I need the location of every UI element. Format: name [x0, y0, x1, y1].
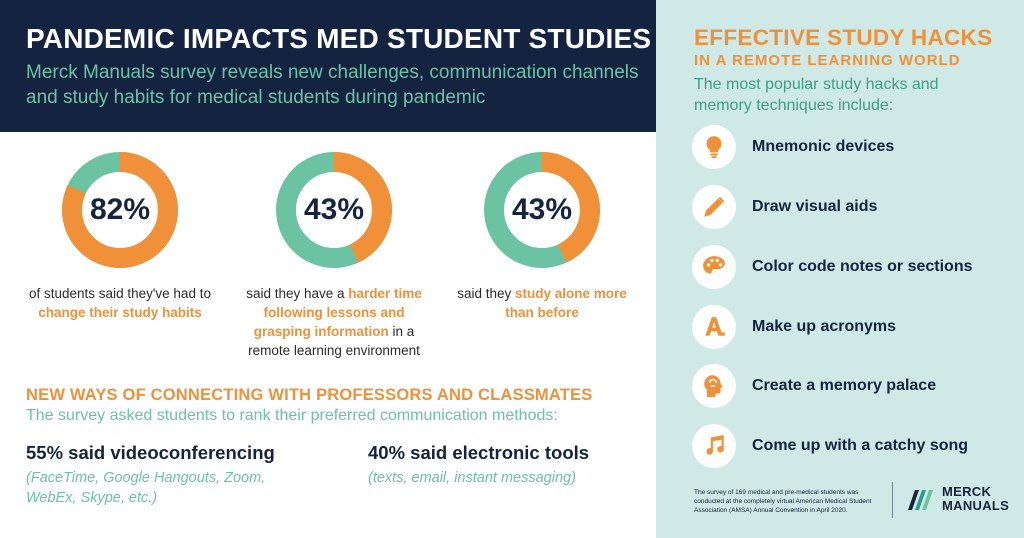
logo-line2: MANUALS: [942, 498, 1010, 513]
stat-text-post: in a remote learning environment: [248, 324, 420, 358]
donut-ring: [62, 152, 178, 268]
stat-study-alone: 43% said they study alone more than befo…: [442, 150, 642, 322]
survey-footnote: The survey of 169 medical and pre-medica…: [694, 489, 872, 514]
donut-arc: [484, 152, 600, 268]
stat-text-pre: said they: [457, 286, 515, 301]
letter-a-icon: [692, 305, 736, 349]
stat-change-habits: 82% of students said they've had to chan…: [20, 150, 220, 322]
stat-description: of students said they've had to change t…: [20, 284, 220, 322]
lightbulb-icon: [692, 125, 736, 169]
method-label: 55% said videoconferencing: [26, 442, 275, 463]
hack-label: Come up with a catchy song: [752, 437, 969, 454]
donut-chart: 82%: [60, 150, 180, 270]
hack-label: Color code notes or sections: [752, 258, 973, 275]
stat-text-highlight: change their study habits: [38, 305, 202, 320]
hack-item-acronyms: Make up acronyms: [692, 305, 896, 349]
method-detail: (FaceTime, Google Hangouts, Zoom, WebEx,…: [26, 468, 275, 508]
method-detail: (texts, email, instant messaging): [368, 468, 589, 488]
stat-text-highlight: study alone more than before: [505, 286, 627, 320]
method-detail-line: (texts, email, instant messaging): [368, 470, 576, 486]
hack-label: Mnemonic devices: [752, 138, 895, 155]
hack-item-catchy-song: Come up with a catchy song: [692, 424, 968, 468]
hack-item-memory-palace: Create a memory palace: [692, 364, 936, 408]
hack-label: Make up acronyms: [752, 318, 897, 335]
donut-arc: [276, 152, 392, 268]
music-note-icon: [692, 424, 736, 468]
stat-text-pre: of students said they've had to: [29, 286, 211, 301]
page-subtitle: Merck Manuals survey reveals new challen…: [26, 62, 639, 108]
merck-logo-mark-icon: [906, 484, 936, 514]
logo-line1: MERCK: [942, 484, 992, 499]
method-electronic-tools: 40% said electronic tools (texts, email,…: [368, 442, 589, 488]
footer-divider: [892, 482, 893, 518]
connect-subheading: The survey asked students to rank their …: [26, 407, 558, 424]
left-panel: PANDEMIC IMPACTS MED STUDENT STUDIES Mer…: [0, 0, 656, 508]
stat-description: said they have a harder time following l…: [234, 284, 434, 360]
palette-icon: [692, 245, 736, 289]
hacks-title-secondary: IN A REMOTE LEARNING WORLD: [694, 52, 961, 69]
donut-chart: 43%: [274, 150, 394, 270]
hack-label: Create a memory palace: [752, 377, 937, 394]
stat-value: 43%: [511, 193, 573, 226]
merck-manuals-logo: MERCK MANUALS: [906, 484, 1009, 514]
method-videoconferencing: 55% said videoconferencing (FaceTime, Go…: [26, 442, 275, 508]
method-detail-line: (FaceTime, Google Hangouts, Zoom,: [26, 470, 266, 486]
page-title: PANDEMIC IMPACTS MED STUDENT STUDIES: [26, 23, 652, 54]
connect-heading: NEW WAYS OF CONNECTING WITH PROFESSORS A…: [26, 386, 593, 404]
donut-ring: [484, 152, 600, 268]
pencil-icon: [692, 185, 736, 229]
hack-label: Draw visual aids: [752, 198, 878, 215]
hack-item-visual-aids: Draw visual aids: [692, 185, 877, 229]
stat-description: said they study alone more than before: [442, 284, 642, 322]
hacks-subtitle: The most popular study hacks and memory …: [694, 76, 939, 114]
donut-ring: [276, 152, 392, 268]
brain-head-icon: [692, 364, 736, 408]
stat-harder-time: 43% said they have a harder time followi…: [234, 150, 434, 360]
method-detail-line: WebEx, Skype, etc.): [26, 490, 158, 506]
hack-item-color-code: Color code notes or sections: [692, 245, 972, 289]
method-label: 40% said electronic tools: [368, 442, 590, 463]
study-hacks-panel: EFFECTIVE STUDY HACKS IN A REMOTE LEARNI…: [656, 0, 1024, 538]
hacks-title: EFFECTIVE STUDY HACKS: [694, 25, 993, 50]
donut-chart: 43%: [482, 150, 602, 270]
stat-text-highlight: harder time following lessons and graspi…: [253, 286, 422, 339]
donut-arc: [62, 152, 178, 268]
stat-text-pre: said they have a: [246, 286, 349, 301]
stat-value: 82%: [89, 193, 151, 226]
hack-item-mnemonic: Mnemonic devices: [692, 125, 894, 169]
stat-value: 43%: [303, 193, 365, 226]
header-banner: PANDEMIC IMPACTS MED STUDENT STUDIES Mer…: [0, 0, 656, 132]
logo-text: MERCK MANUALS: [942, 485, 1009, 513]
